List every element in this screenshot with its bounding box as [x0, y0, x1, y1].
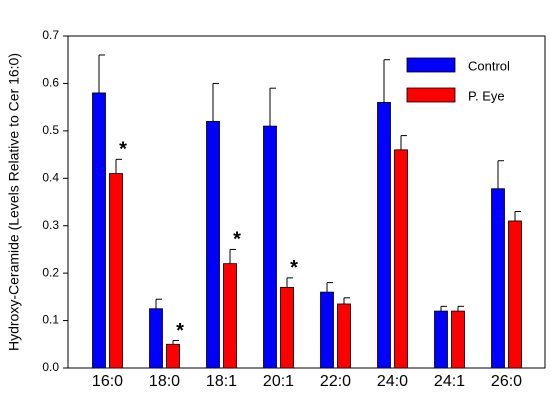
error-bar [172, 339, 179, 345]
bar [377, 102, 391, 369]
error-bar [514, 210, 521, 221]
y-tick-label: 0.7 [42, 28, 59, 42]
legend-swatch [406, 57, 456, 73]
error-bar [98, 54, 105, 93]
bar [320, 291, 334, 369]
x-tick-label: 18:1 [206, 373, 237, 390]
error-bar [212, 82, 219, 122]
y-tick-label: 0.6 [42, 76, 59, 90]
x-tick-label: 20:1 [263, 373, 294, 390]
bar [434, 310, 448, 369]
bar [206, 120, 220, 369]
bar [337, 303, 351, 369]
significance-mark: * [290, 257, 298, 279]
y-tick-label: 0.5 [42, 123, 59, 137]
bar [491, 188, 505, 369]
error-bar [383, 59, 390, 103]
y-tick-label: 0.1 [42, 313, 59, 327]
significance-mark: * [233, 229, 241, 251]
significance-mark: * [119, 139, 127, 161]
bar [92, 92, 106, 369]
legend-label: Control [468, 58, 510, 73]
bar [109, 173, 123, 369]
x-tick-label: 26:0 [491, 373, 522, 390]
x-tick-label: 22:0 [320, 373, 351, 390]
x-tick-label: 18:0 [149, 373, 180, 390]
y-tick-label: 0.3 [42, 218, 59, 232]
bar [280, 286, 294, 369]
error-bar [115, 158, 122, 174]
y-tick-label: 0.4 [42, 170, 59, 184]
x-tick-label: 24:0 [377, 373, 408, 390]
y-tick-label: 0.2 [42, 265, 59, 279]
error-bar [286, 277, 293, 288]
bar [166, 343, 180, 369]
error-bar [326, 282, 333, 293]
error-bar [497, 160, 504, 189]
bar [394, 149, 408, 369]
error-bar [400, 135, 407, 150]
bar [149, 308, 163, 369]
bar [451, 310, 465, 369]
y-tick-label: 0.0 [42, 360, 59, 374]
bar [508, 220, 522, 369]
error-bar [269, 87, 276, 127]
error-bar [155, 298, 162, 309]
bar [223, 263, 237, 369]
y-axis-title: Hydroxy-Ceramide (Levels Relative to Cer… [6, 53, 22, 351]
legend-swatch [406, 87, 456, 103]
x-tick-label: 16:0 [92, 373, 123, 390]
legend-label: P. Eye [468, 88, 505, 103]
error-bar [440, 305, 447, 312]
error-bar [343, 297, 350, 304]
plot-frame [67, 35, 546, 369]
bar [263, 125, 277, 369]
error-bar [457, 305, 464, 312]
significance-mark: * [176, 320, 184, 342]
error-bar [229, 248, 236, 264]
x-tick-label: 24:1 [434, 373, 465, 390]
